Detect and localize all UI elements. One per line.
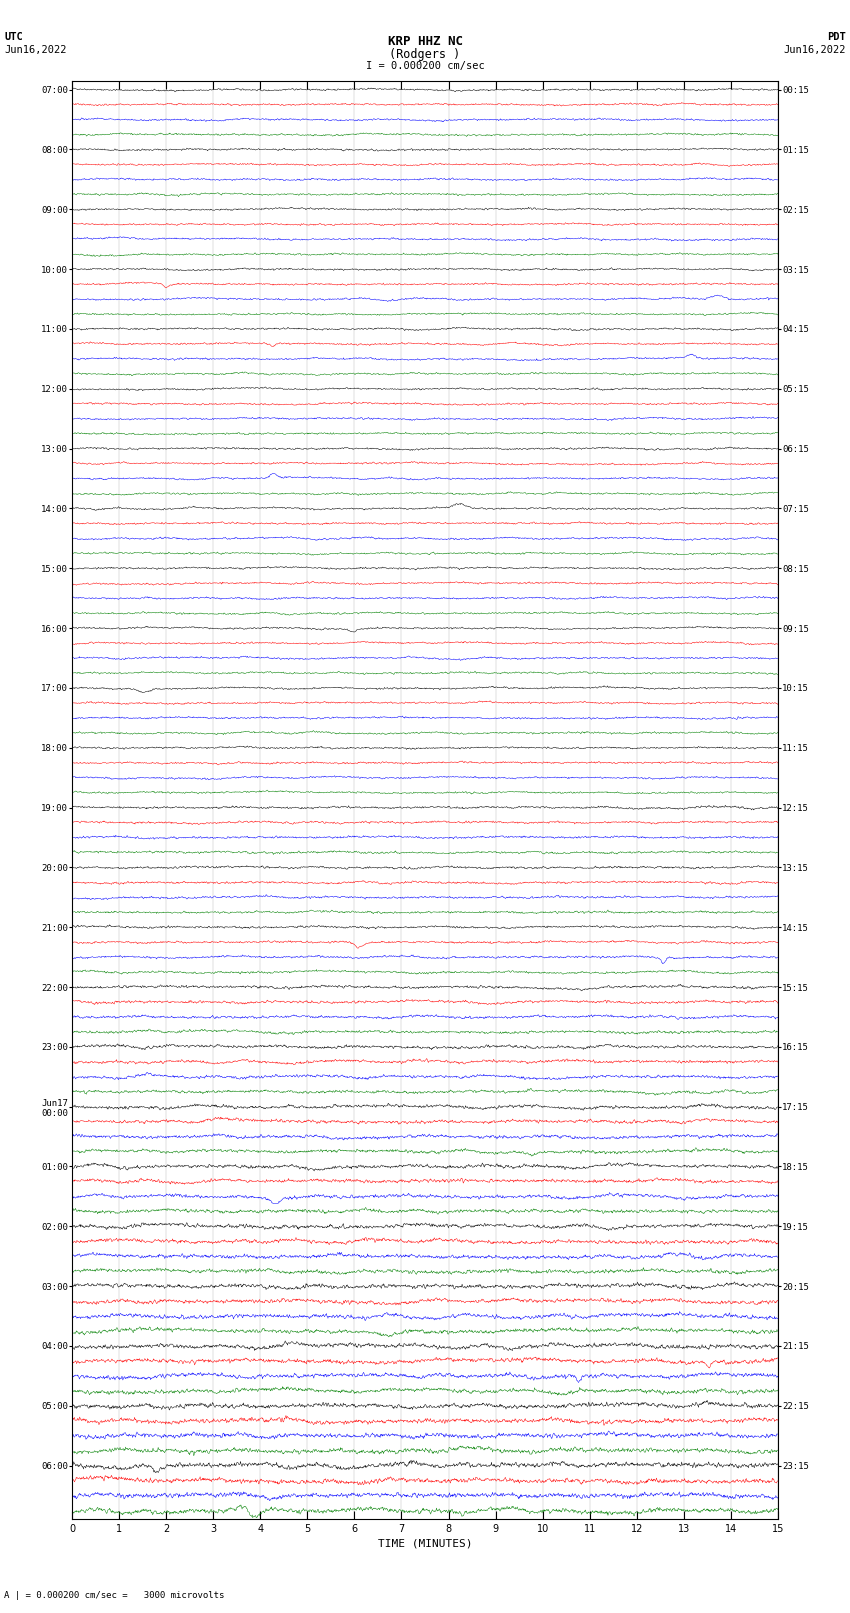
- Text: (Rodgers ): (Rodgers ): [389, 48, 461, 61]
- X-axis label: TIME (MINUTES): TIME (MINUTES): [377, 1539, 473, 1548]
- Text: Jun16,2022: Jun16,2022: [4, 45, 67, 55]
- Text: PDT: PDT: [827, 32, 846, 42]
- Text: I = 0.000200 cm/sec: I = 0.000200 cm/sec: [366, 61, 484, 71]
- Text: Jun16,2022: Jun16,2022: [783, 45, 846, 55]
- Text: KRP HHZ NC: KRP HHZ NC: [388, 35, 462, 48]
- Text: UTC: UTC: [4, 32, 23, 42]
- Text: A | = 0.000200 cm/sec =   3000 microvolts: A | = 0.000200 cm/sec = 3000 microvolts: [4, 1590, 224, 1600]
